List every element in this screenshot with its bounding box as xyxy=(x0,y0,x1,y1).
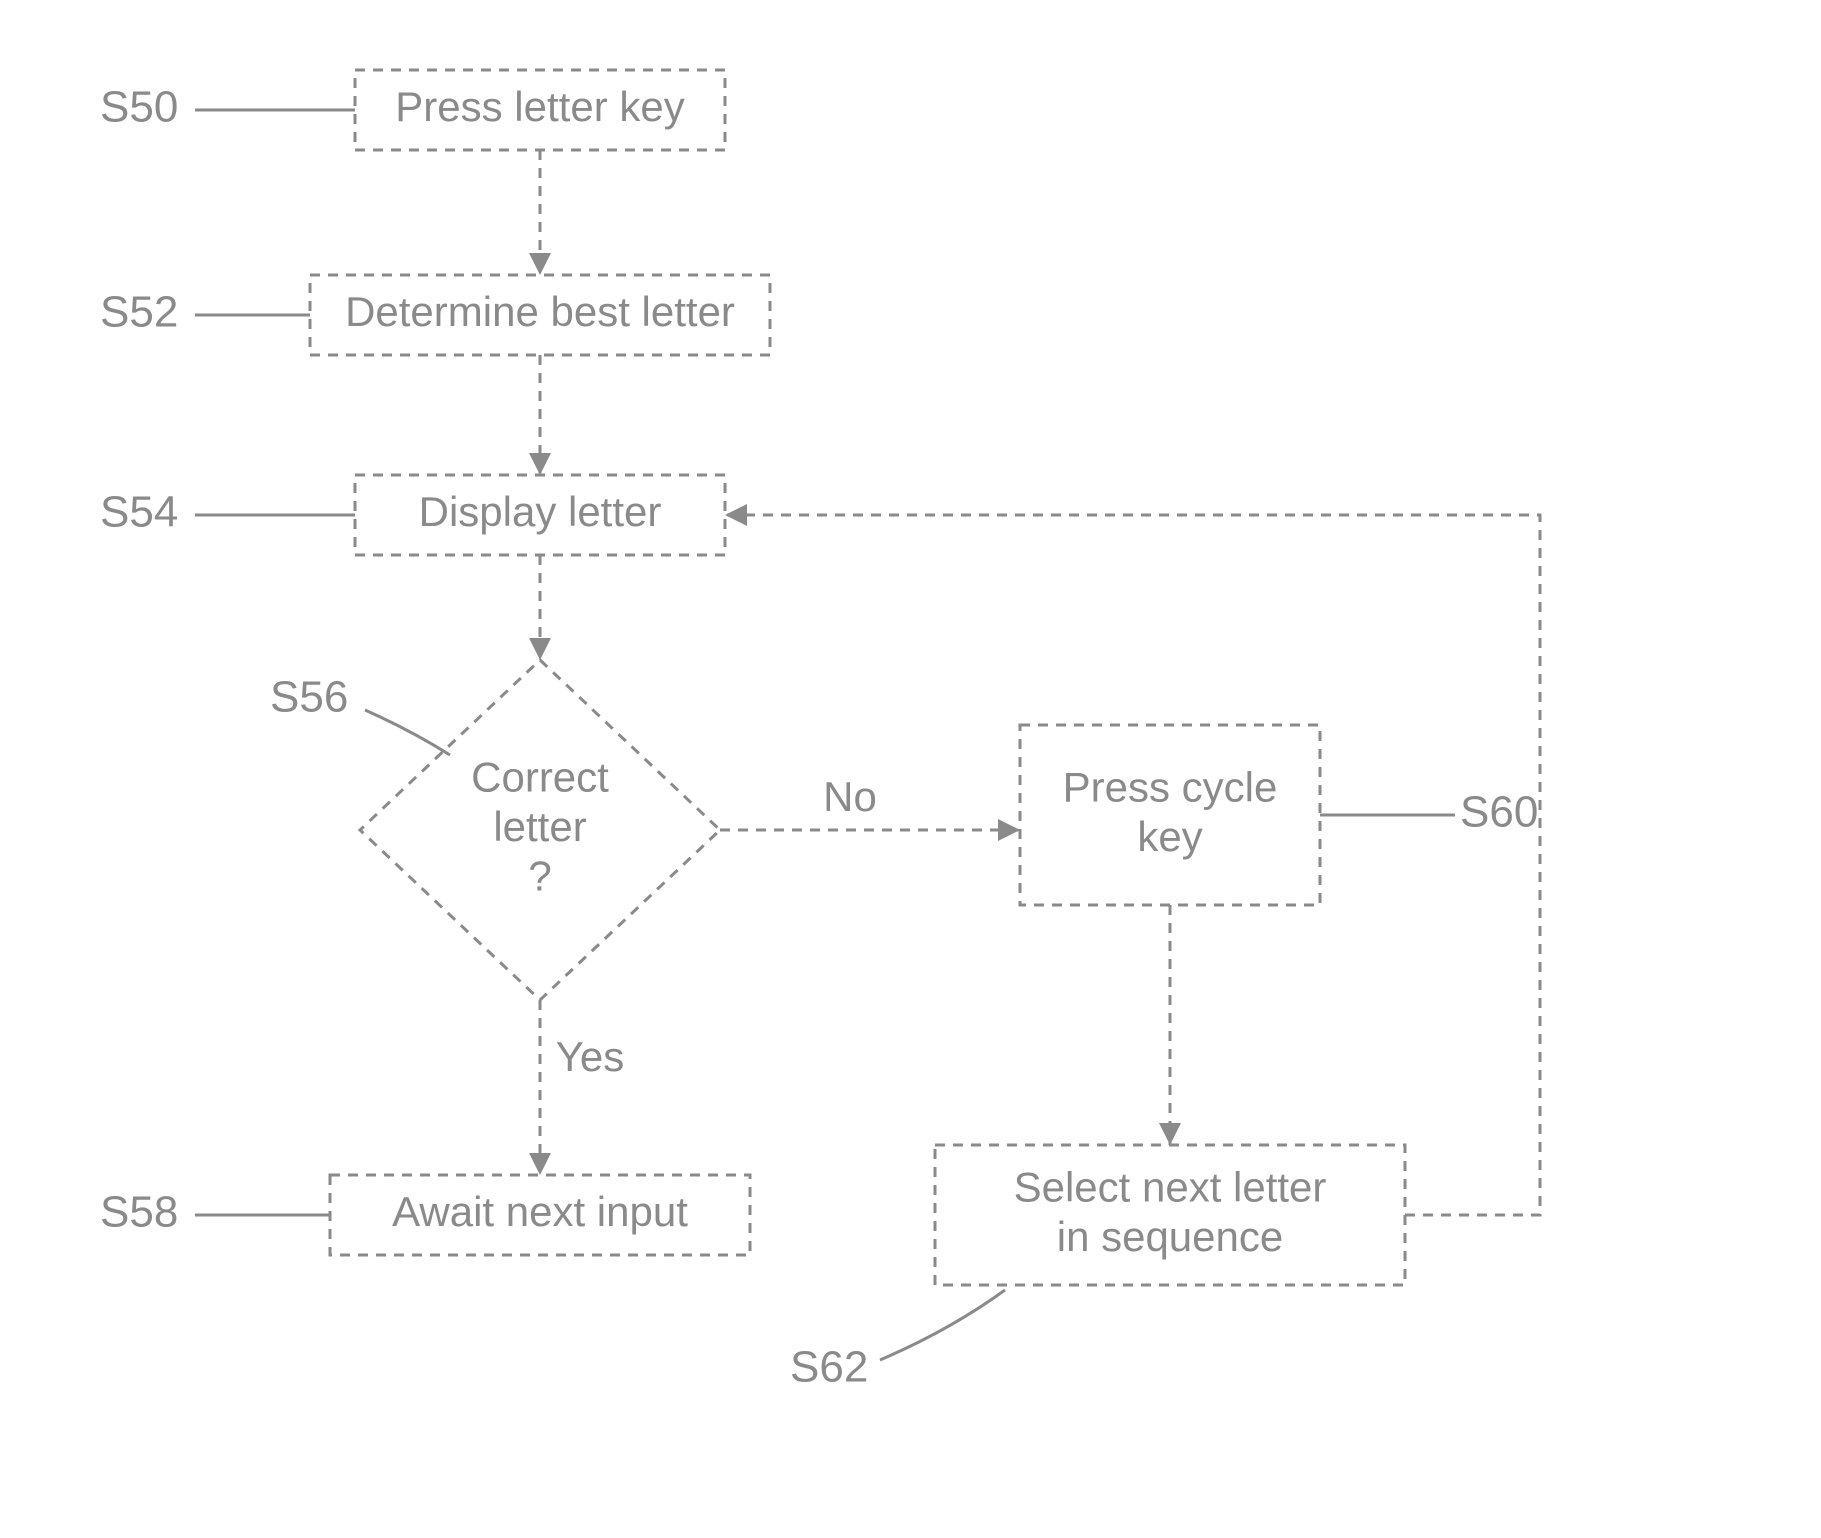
edge-label: No xyxy=(823,773,877,820)
ref-label: S60 xyxy=(1460,788,1538,837)
edge-s56-s60: No xyxy=(720,773,1020,841)
node-s60: Press cyclekey xyxy=(1020,725,1320,905)
edge-s56-s58: Yes xyxy=(529,1000,624,1175)
node-label: key xyxy=(1137,813,1202,860)
ref-label: S54 xyxy=(100,488,178,537)
edge-label: Yes xyxy=(556,1033,625,1080)
ref-S52: S52 xyxy=(100,288,310,337)
ref-label: S52 xyxy=(100,288,178,337)
node-s54: Display letter xyxy=(355,475,725,555)
edge-s52-s54 xyxy=(529,355,551,475)
edge-s50-s52 xyxy=(529,150,551,275)
node-s52: Determine best letter xyxy=(310,275,770,355)
node-label: Determine best letter xyxy=(345,288,735,335)
node-label: letter xyxy=(493,803,586,850)
ref-S54: S54 xyxy=(100,488,355,537)
node-s62: Select next letterin sequence xyxy=(935,1145,1405,1285)
ref-label: S58 xyxy=(100,1188,178,1237)
ref-S56: S56 xyxy=(270,673,450,755)
edge-s60-s62 xyxy=(1159,905,1181,1145)
node-label: Press letter key xyxy=(395,83,684,130)
node-label: Display letter xyxy=(419,488,662,535)
node-s58: Await next input xyxy=(330,1175,750,1255)
ref-label: S56 xyxy=(270,673,348,722)
ref-label: S50 xyxy=(100,83,178,132)
ref-S62: S62 xyxy=(790,1290,1005,1392)
node-label: Correct xyxy=(471,754,609,801)
node-label: ? xyxy=(528,853,551,900)
ref-S60: S60 xyxy=(1320,788,1538,837)
ref-label: S62 xyxy=(790,1343,868,1392)
node-label: in sequence xyxy=(1057,1213,1284,1260)
node-label: Await next input xyxy=(392,1188,688,1235)
node-label: Select next letter xyxy=(1014,1163,1327,1210)
edge-s54-s56 xyxy=(529,555,551,660)
node-s56: Correctletter? xyxy=(360,660,720,1000)
ref-S50: S50 xyxy=(100,83,355,132)
node-s50: Press letter key xyxy=(355,70,725,150)
ref-S58: S58 xyxy=(100,1188,330,1237)
node-label: Press cycle xyxy=(1063,763,1278,810)
